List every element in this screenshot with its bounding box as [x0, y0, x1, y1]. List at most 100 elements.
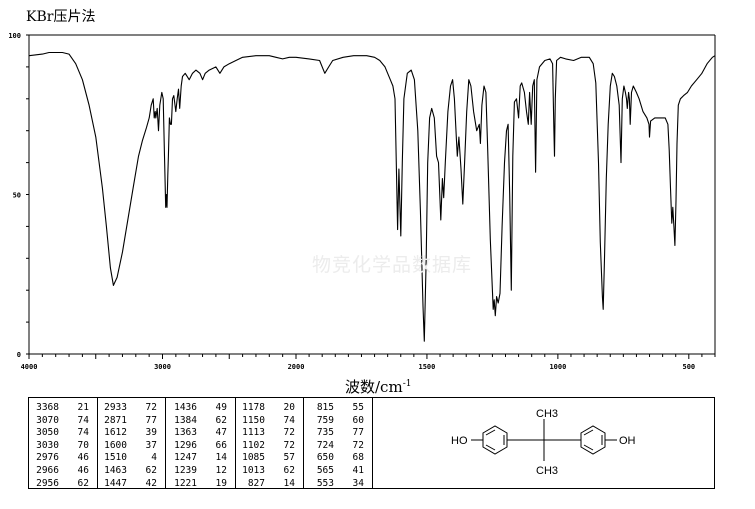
peak-transmittance: 66: [215, 439, 227, 451]
peak-transmittance: 77: [145, 414, 157, 426]
peak-wavenumber: 1363: [174, 427, 197, 439]
peak-wavenumber: 650: [316, 452, 334, 464]
peak-table-row: 3070 74: [29, 415, 97, 428]
methyl-label-bottom: CH3: [536, 465, 558, 477]
peak-table-row: 2933 72: [98, 402, 165, 415]
x-tick-label: 1000: [549, 363, 566, 371]
peak-table-row: 553 34: [304, 478, 372, 491]
y-tick-label: 100: [8, 32, 21, 40]
peak-wavenumber: 759: [316, 414, 334, 426]
peak-table-row: 1447 42: [98, 478, 165, 491]
peak-transmittance: 74: [283, 414, 295, 426]
peak-table-row: 650 68: [304, 452, 372, 465]
peak-table-row: 2871 77: [98, 415, 165, 428]
spectrum-line: [28, 51, 716, 342]
peak-transmittance: 20: [283, 402, 295, 413]
peak-wavenumber: 3050: [36, 427, 59, 439]
peak-table-row: 3030 70: [29, 440, 97, 453]
peak-table-row: 2956 62: [29, 478, 97, 491]
peak-table-column: 1436 49 1384 62 1363 47 1296 66 1247 14 1239 12 1221…: [166, 398, 236, 491]
peak-transmittance: 19: [215, 477, 227, 489]
peak-table-column: 3368 21 3070 74 3050 74 3030 70 2976 46 2966 46 2956…: [29, 398, 98, 491]
x-tick-label: 4000: [21, 363, 38, 371]
peak-transmittance: 34: [352, 477, 364, 489]
peak-table-row: 1102 72: [236, 440, 303, 453]
peak-table-row: 1363 47: [166, 427, 235, 440]
peak-wavenumber: 1239: [174, 464, 197, 476]
peak-table-row: 1600 37: [98, 440, 165, 453]
peak-transmittance: 14: [283, 477, 295, 489]
peak-table-column: 815 55 759 60 735 77 724 72 650 68 565 41 553 34: [304, 398, 373, 491]
peak-table-column: 1178 20 1150 74 1113 72 1102 72 1085 57 1013 62 827 1…: [236, 398, 304, 489]
peak-table-row: 735 77: [304, 427, 372, 440]
peak-transmittance: 72: [352, 439, 364, 451]
peak-wavenumber: 1178: [242, 402, 265, 413]
hydroxyl-label-right: OH: [619, 435, 636, 447]
peak-wavenumber: 3070: [36, 414, 59, 426]
peak-transmittance: 77: [352, 427, 364, 439]
peak-transmittance: 46: [77, 452, 89, 464]
peak-transmittance: 72: [145, 402, 157, 413]
peak-transmittance: 4: [151, 452, 157, 464]
peak-wavenumber: 1384: [174, 414, 197, 426]
peak-table-row: 3050 74: [29, 427, 97, 440]
peak-transmittance: 68: [352, 452, 364, 464]
peak-table-row: 1436 49: [166, 402, 235, 415]
x-tick-label: 1500: [419, 363, 436, 371]
peak-transmittance: 62: [145, 464, 157, 476]
peak-wavenumber: 1447: [104, 477, 127, 489]
peak-table-row: 1239 12: [166, 465, 235, 478]
x-tick-label: 500: [682, 363, 695, 371]
peak-wavenumber: 1085: [242, 452, 265, 464]
peak-wavenumber: 724: [316, 439, 334, 451]
peak-transmittance: 72: [283, 439, 295, 451]
peak-wavenumber: 1102: [242, 439, 265, 451]
peak-table-row: 1150 74: [236, 415, 303, 428]
x-axis-label-text: 波数/cm: [345, 378, 403, 396]
peak-wavenumber: 2956: [36, 477, 59, 489]
peak-transmittance: 41: [352, 464, 364, 476]
peak-table-row: 1085 57: [236, 452, 303, 465]
peak-wavenumber: 735: [316, 427, 334, 439]
peak-transmittance: 37: [145, 439, 157, 451]
hydroxyl-label-left: HO: [451, 435, 468, 447]
x-tick-label: 3000: [154, 363, 171, 371]
peak-wavenumber: 1150: [242, 414, 265, 426]
peak-wavenumber: 3030: [36, 439, 59, 451]
peak-table-row: 1221 19: [166, 478, 235, 491]
peak-transmittance: 55: [352, 402, 364, 413]
peak-wavenumber: 1510: [104, 452, 127, 464]
peak-wavenumber: 1296: [174, 439, 197, 451]
peak-transmittance: 74: [77, 414, 89, 426]
peak-wavenumber: 1436: [174, 402, 197, 413]
y-tick-label: 50: [13, 192, 21, 200]
x-axis-label-sup: -1: [402, 379, 412, 389]
x-axis-label: 波数/cm-1: [345, 376, 411, 397]
peak-table-row: 1247 14: [166, 452, 235, 465]
peak-transmittance: 12: [215, 464, 227, 476]
peak-wavenumber: 2966: [36, 464, 59, 476]
peak-wavenumber: 2871: [104, 414, 127, 426]
peak-transmittance: 62: [215, 414, 227, 426]
peak-transmittance: 14: [215, 452, 227, 464]
peak-table-row: 759 60: [304, 415, 372, 428]
peak-table-row: 2976 46: [29, 452, 97, 465]
peak-wavenumber: 1247: [174, 452, 197, 464]
watermark: 物竞化学品数据库: [312, 254, 473, 276]
peak-transmittance: 60: [352, 414, 364, 426]
peak-table-row: 3368 21: [29, 402, 97, 415]
peak-table-row: 1113 72: [236, 427, 303, 440]
peak-table-row: 815 55: [304, 402, 372, 415]
peak-wavenumber: 565: [316, 464, 334, 476]
peak-table-row: 1178 20: [236, 402, 303, 415]
peak-table-row: 1612 39: [98, 427, 165, 440]
peak-wavenumber: 3368: [36, 402, 59, 413]
bisphenol-a-structure: HO OH CH3 CH3: [451, 408, 636, 477]
peak-transmittance: 42: [145, 477, 157, 489]
peak-transmittance: 49: [215, 402, 227, 413]
peak-transmittance: 62: [283, 464, 295, 476]
peak-wavenumber: 1612: [104, 427, 127, 439]
peak-table: 3368 21 3070 74 3050 74 3030 70 2976 46 2966 46 2956…: [28, 397, 715, 489]
peak-wavenumber: 2976: [36, 452, 59, 464]
